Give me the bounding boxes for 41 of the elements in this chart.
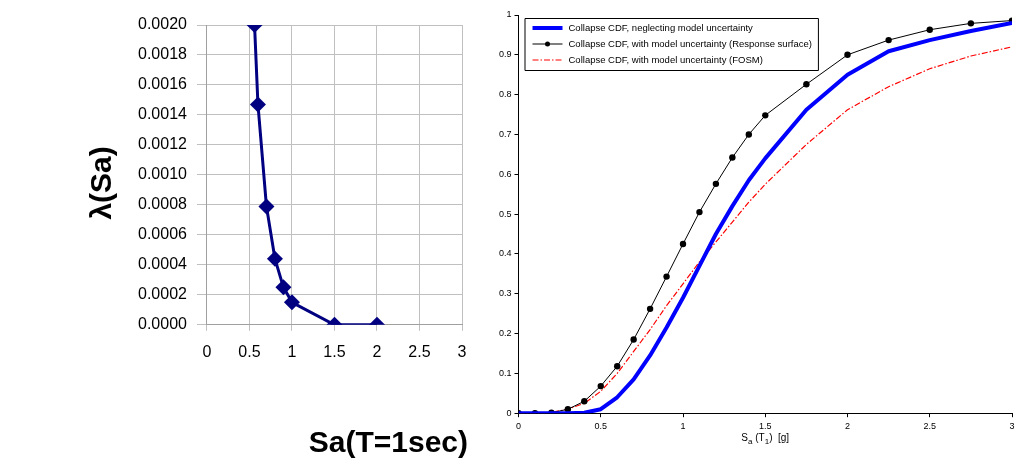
y-tick-label: 0.0014: [138, 105, 188, 123]
y-tick-label: 0.0016: [138, 75, 188, 93]
y-tick-label: 0.0020: [138, 15, 188, 33]
x-tick-label: 3: [1009, 421, 1015, 432]
x-tick-label: 1: [287, 342, 297, 360]
y-tick-label: 0.6: [499, 168, 512, 179]
y-tick-label: 0.5: [499, 208, 512, 219]
legend-label: Collapse CDF, with model uncertainty (Response surface): [568, 37, 812, 49]
y-tick-label: 0.0018: [138, 45, 188, 63]
y-tick-label: 0.2: [499, 328, 512, 339]
y-tick-label: 0.8: [499, 89, 512, 100]
x-tick-label: 3: [457, 342, 467, 360]
y-tick-label: 0.0004: [138, 255, 188, 273]
x-tick-label: 2.5: [923, 421, 937, 432]
x-tick-label: 1.5: [759, 421, 772, 432]
y-tick-label: 0.0008: [138, 195, 188, 213]
y-tick-label: 0: [506, 407, 512, 418]
y-tick-label: 0.0002: [138, 285, 188, 303]
x-tick-label: 2: [845, 421, 851, 432]
x-tick-label: 0: [202, 342, 212, 360]
y-tick-label: 0.4: [499, 248, 512, 259]
x-tick-label: 0.5: [594, 421, 608, 432]
x-tick-label: 2.5: [408, 342, 431, 360]
x-tick-label: 1: [680, 421, 686, 432]
x-axis-title: Sa(T=1sec): [308, 425, 468, 459]
x-tick-label: 0: [516, 421, 522, 432]
y-tick-label: 0.0006: [138, 225, 188, 243]
y-tick-label: 0.3: [499, 288, 512, 299]
y-tick-label: 0.0010: [138, 165, 188, 183]
y-tick-label: 0.7: [499, 128, 512, 139]
y-tick-label: 0.9: [499, 49, 512, 60]
y-tick-label: 0.0012: [138, 135, 188, 153]
legend-label: Collapse CDF, neglecting model uncertainty: [568, 21, 754, 33]
y-tick-label: 0.1: [499, 367, 512, 378]
x-tick-label: 1.5: [323, 342, 346, 360]
legend-label: Collapse CDF, with model uncertainty (FOSM): [568, 53, 763, 65]
y-tick-label: 0.0000: [138, 315, 188, 333]
x-tick-label: 2: [372, 342, 382, 360]
x-tick-label: 0.5: [238, 342, 261, 360]
y-tick-label: 1: [506, 9, 512, 20]
y-axis-title: λ(Sa): [84, 146, 118, 220]
